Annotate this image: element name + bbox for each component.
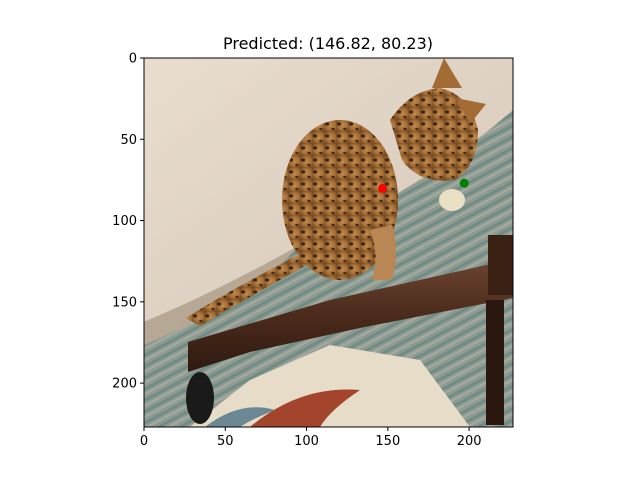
y-tick-label: 0 (129, 52, 137, 67)
x-tick-label: 0 (140, 434, 148, 449)
x-tick-label: 150 (375, 434, 400, 449)
x-axis-ticks: 0 50 100 150 200 (140, 427, 482, 449)
predicted-point (378, 183, 388, 193)
y-tick-label: 100 (112, 214, 137, 229)
x-tick-label: 100 (294, 434, 319, 449)
background-image (144, 58, 513, 427)
data-points (378, 178, 469, 193)
y-tick-label: 150 (112, 295, 137, 310)
target-point (459, 178, 469, 188)
chart-title: Predicted: (146.82, 80.23) (223, 34, 433, 53)
y-tick-label: 200 (112, 377, 137, 392)
y-axis-ticks: 0 50 100 150 200 (112, 52, 144, 392)
x-tick-label: 50 (217, 434, 234, 449)
y-tick-label: 50 (120, 133, 137, 148)
x-tick-label: 200 (457, 434, 482, 449)
plot-area-frame (143, 57, 514, 428)
